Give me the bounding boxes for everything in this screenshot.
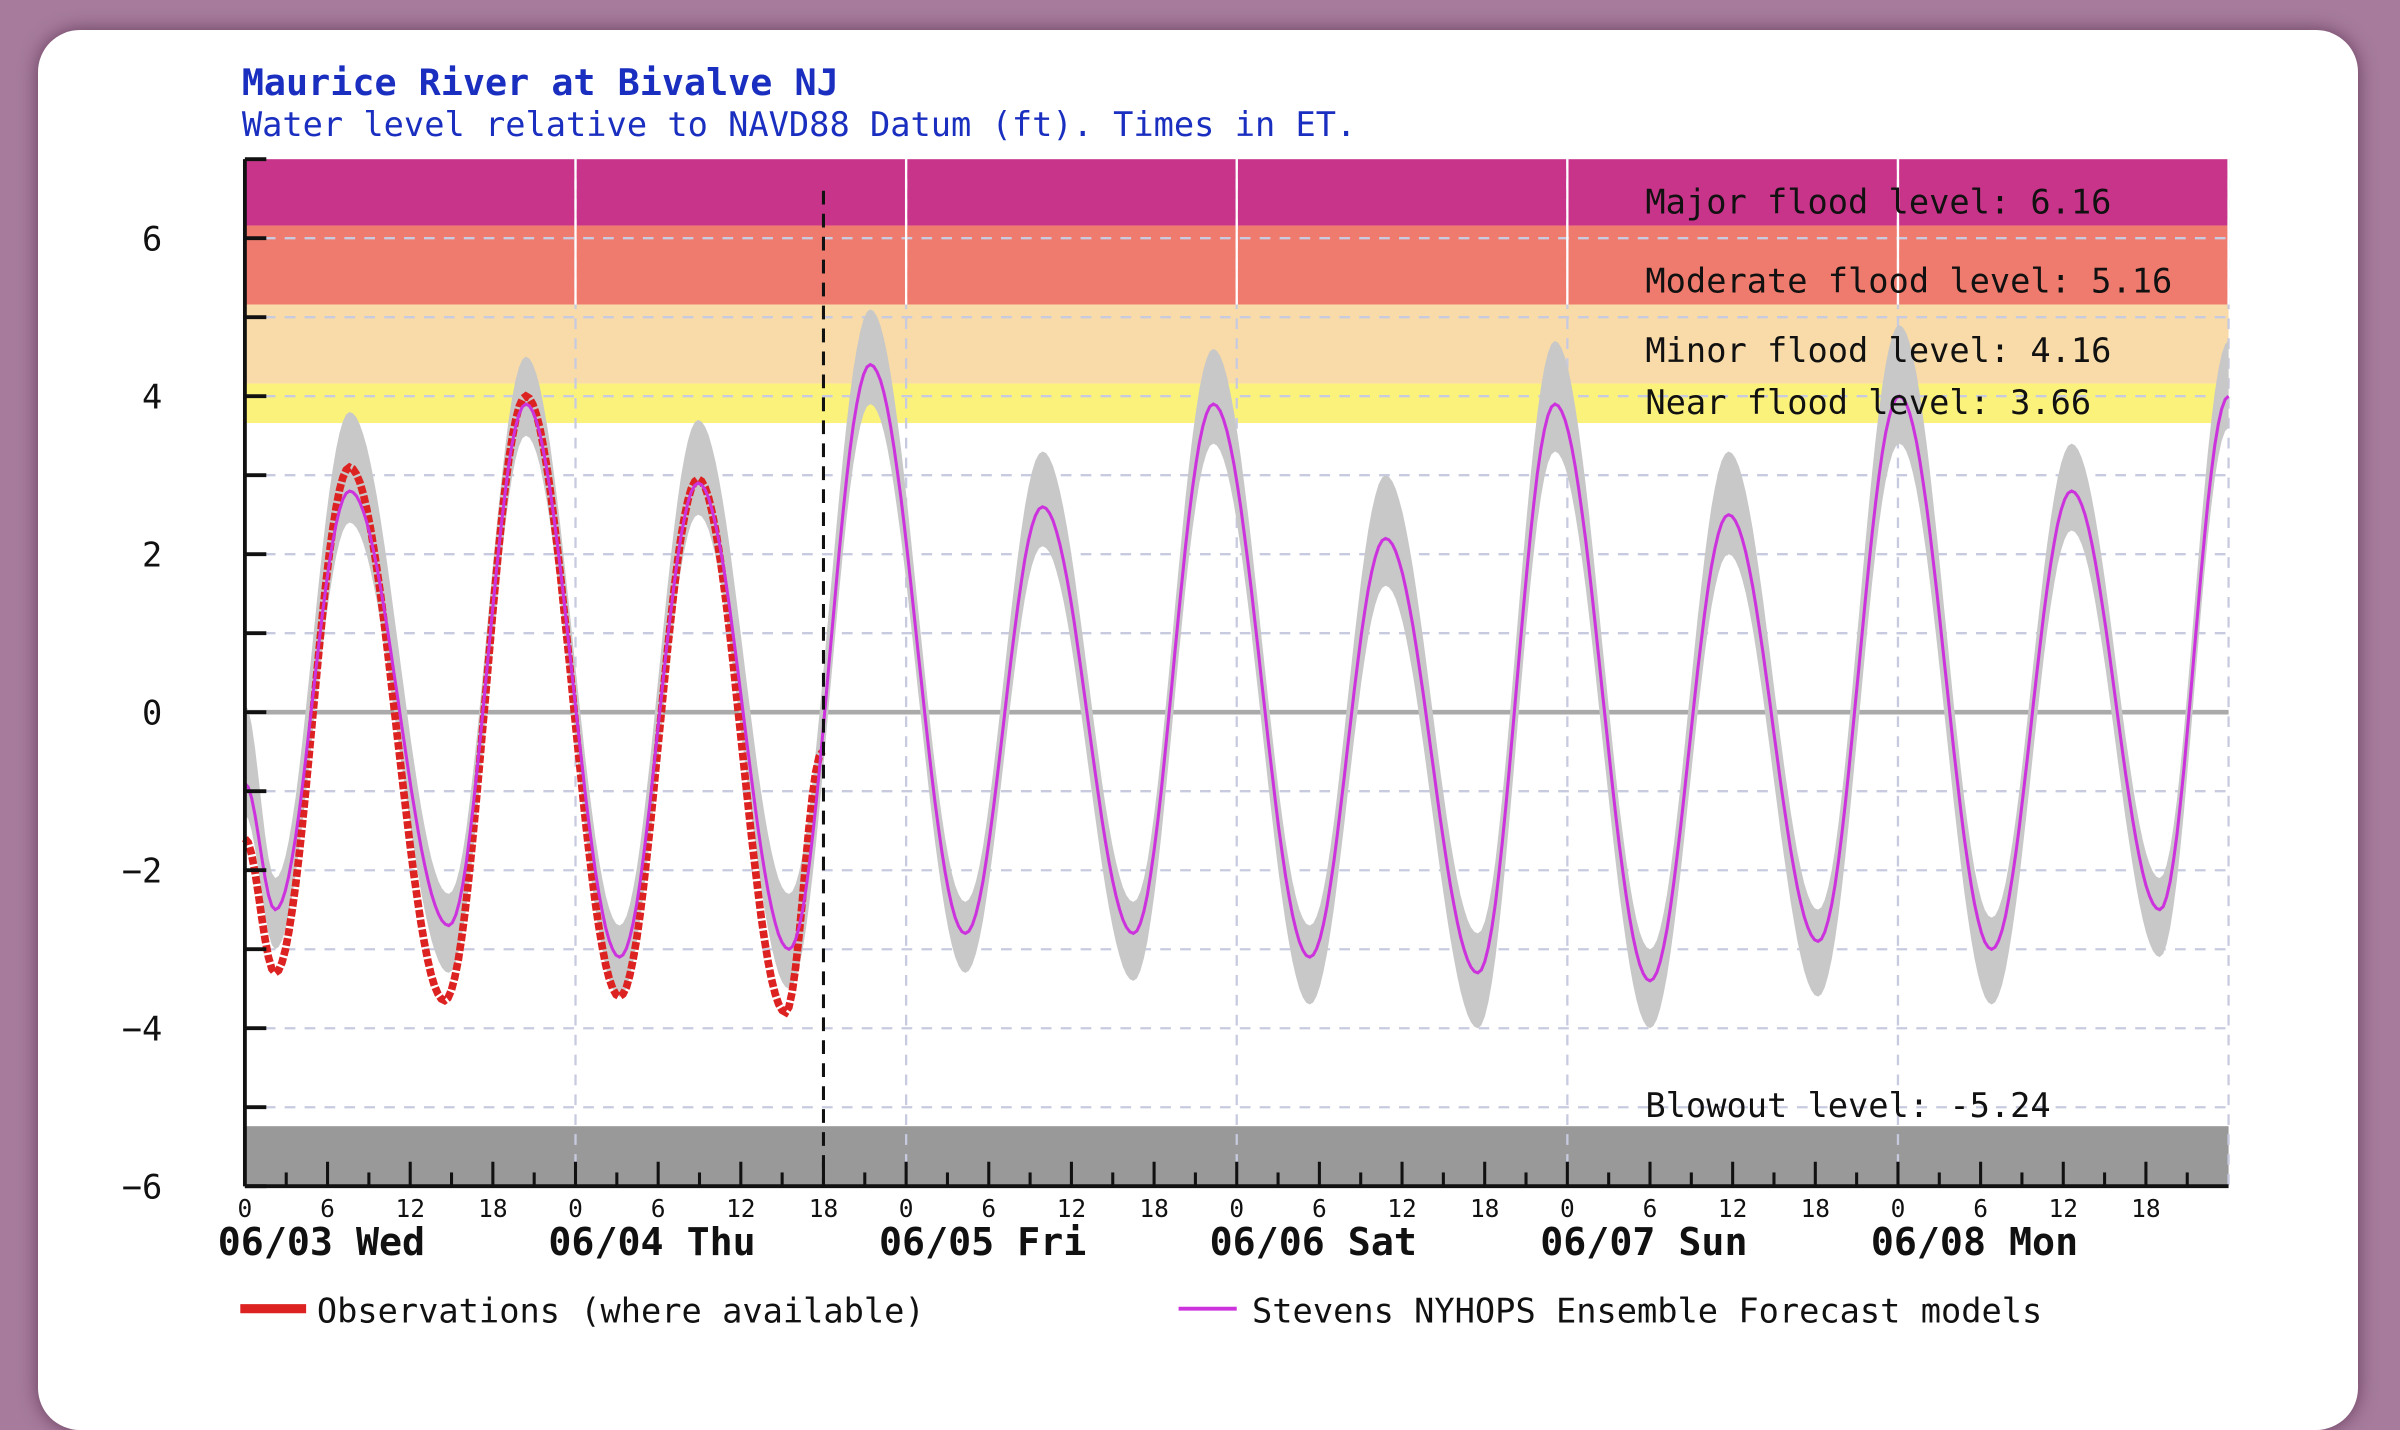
x-tick-label: 18 — [2131, 1194, 2160, 1223]
legend-observations-label: Observations (where available) — [317, 1291, 925, 1330]
x-tick-label: 12 — [1387, 1194, 1416, 1223]
x-tick-label: 6 — [320, 1194, 335, 1223]
x-tick-label: 0 — [1891, 1194, 1906, 1223]
day-label: 06/07 Sun — [1540, 1220, 1747, 1265]
y-tick-label: 6 — [142, 219, 162, 258]
x-tick-label: 18 — [1801, 1194, 1830, 1223]
legend: Observations (where available) Stevens N… — [240, 1291, 2042, 1330]
y-tick-label: 2 — [142, 535, 162, 574]
x-tick-label: 12 — [726, 1194, 755, 1223]
legend-forecast-label: Stevens NYHOPS Ensemble Forecast models — [1252, 1291, 2042, 1330]
threshold-label-near: Near flood level: 3.66 — [1645, 383, 2091, 422]
x-tick-label: 18 — [1470, 1194, 1499, 1223]
flood-bands — [245, 159, 2229, 1186]
day-label: 06/06 Sat — [1210, 1220, 1417, 1265]
y-tick-label: 4 — [142, 377, 162, 416]
x-tick-label: 18 — [478, 1194, 507, 1223]
water-level-chart: Maurice River at Bivalve NJ Water level … — [0, 0, 2400, 1350]
x-tick-label: 18 — [1139, 1194, 1168, 1223]
x-tick-label: 0 — [1560, 1194, 1575, 1223]
x-tick-label: 12 — [395, 1194, 424, 1223]
chart-title: Maurice River at Bivalve NJ — [242, 61, 839, 104]
day-label: 06/04 Thu — [548, 1220, 755, 1265]
x-tick-label: 12 — [1718, 1194, 1747, 1223]
x-tick-label: 0 — [899, 1194, 914, 1223]
day-label: 06/08 Mon — [1871, 1220, 2078, 1265]
day-label: 06/03 Wed — [218, 1220, 425, 1265]
x-tick-label: 12 — [2049, 1194, 2078, 1223]
y-tick-label: 0 — [142, 693, 162, 732]
chart-subtitle: Water level relative to NAVD88 Datum (ft… — [242, 105, 1356, 144]
x-tick-label: 0 — [1229, 1194, 1244, 1223]
x-tick-label: 12 — [1057, 1194, 1086, 1223]
y-tick-label: −6 — [122, 1167, 163, 1206]
x-tick-label: 6 — [1643, 1194, 1658, 1223]
x-tick-label: 6 — [1312, 1194, 1327, 1223]
x-tick-label: 6 — [651, 1194, 666, 1223]
x-tick-label: 6 — [1973, 1194, 1988, 1223]
threshold-label-moderate: Moderate flood level: 5.16 — [1645, 261, 2172, 300]
x-tick-label: 18 — [809, 1194, 838, 1223]
x-tick-label: 0 — [568, 1194, 583, 1223]
x-tick-label: 0 — [238, 1194, 253, 1223]
threshold-label-major: Major flood level: 6.16 — [1645, 182, 2111, 221]
threshold-label-blowout: Blowout level: -5.24 — [1645, 1086, 2050, 1125]
y-tick-label: −2 — [122, 851, 163, 890]
day-label: 06/05 Fri — [879, 1220, 1086, 1265]
y-tick-label: −4 — [122, 1009, 163, 1048]
threshold-label-minor: Minor flood level: 4.16 — [1645, 331, 2111, 370]
x-tick-label: 6 — [981, 1194, 996, 1223]
